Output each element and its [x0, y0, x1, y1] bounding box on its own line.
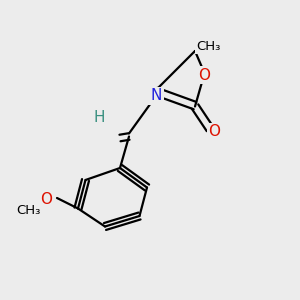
Text: CH₃: CH₃: [16, 203, 41, 217]
Text: CH₃: CH₃: [196, 40, 221, 53]
Text: O: O: [208, 124, 220, 140]
Text: O: O: [198, 68, 210, 82]
Text: H: H: [93, 110, 105, 124]
Text: O: O: [40, 192, 52, 207]
Text: N: N: [150, 88, 162, 104]
